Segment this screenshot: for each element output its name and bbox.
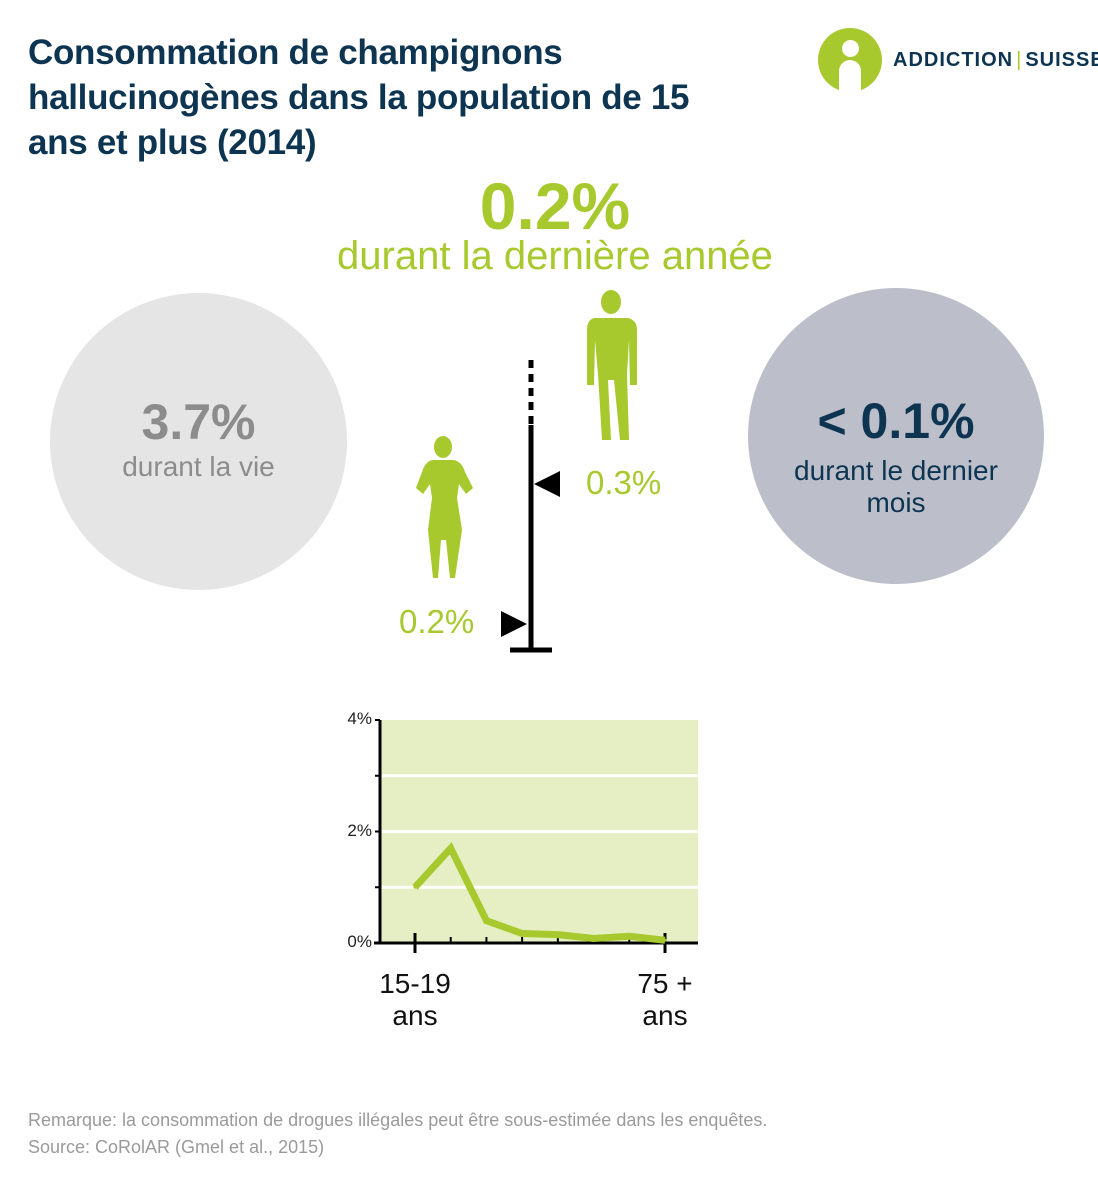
data-point [520,932,524,936]
lifetime-value: 3.7% [141,394,256,450]
data-point [592,937,596,941]
remark-note: Remarque: la consommation de drogues ill… [28,1110,768,1130]
women-marker-arrow [501,611,527,637]
data-point [556,933,560,937]
last-year-label: durant la dernière année [337,234,773,278]
women-value: 0.2% [399,603,475,640]
data-point [413,885,417,889]
data-point [484,919,488,923]
x-tick-label: 75 + ans [637,968,693,1031]
gender-scale [416,290,637,653]
data-point [627,934,631,938]
addiction-suisse-logo: ADDICTION | SUISSE [818,28,1098,94]
x-tick-label: 15-19 ans [379,968,451,1031]
logo-text: ADDICTION | SUISSE [893,49,1098,71]
logo-person-icon [818,28,882,92]
source-note: Source: CoRolAR (Gmel et al., 2015) [28,1137,325,1157]
last-month-label: durant le dernier mois [794,455,998,518]
y-tick-label: 0% [347,932,372,951]
age-line-chart [374,719,698,953]
y-tick-label: 2% [347,820,372,840]
lifetime-label: durant la vie [122,451,275,482]
y-tick-label: 4% [347,709,372,728]
lifetime-circle: 3.7% durant la vie [50,293,347,590]
last-month-value: < 0.1% [817,393,975,449]
consumption-line [412,842,666,944]
last-year-value: 0.2% [479,169,631,243]
man-silhouette-icon [587,290,637,440]
last-month-circle: < 0.1% durant le dernier mois [748,288,1044,584]
men-value: 0.3% [586,464,662,501]
men-marker-arrow [534,471,560,497]
data-point [663,938,667,942]
woman-silhouette-icon [416,436,473,578]
data-point [449,846,453,850]
page-title: Consommation de champignons hallucinogèn… [28,33,690,162]
